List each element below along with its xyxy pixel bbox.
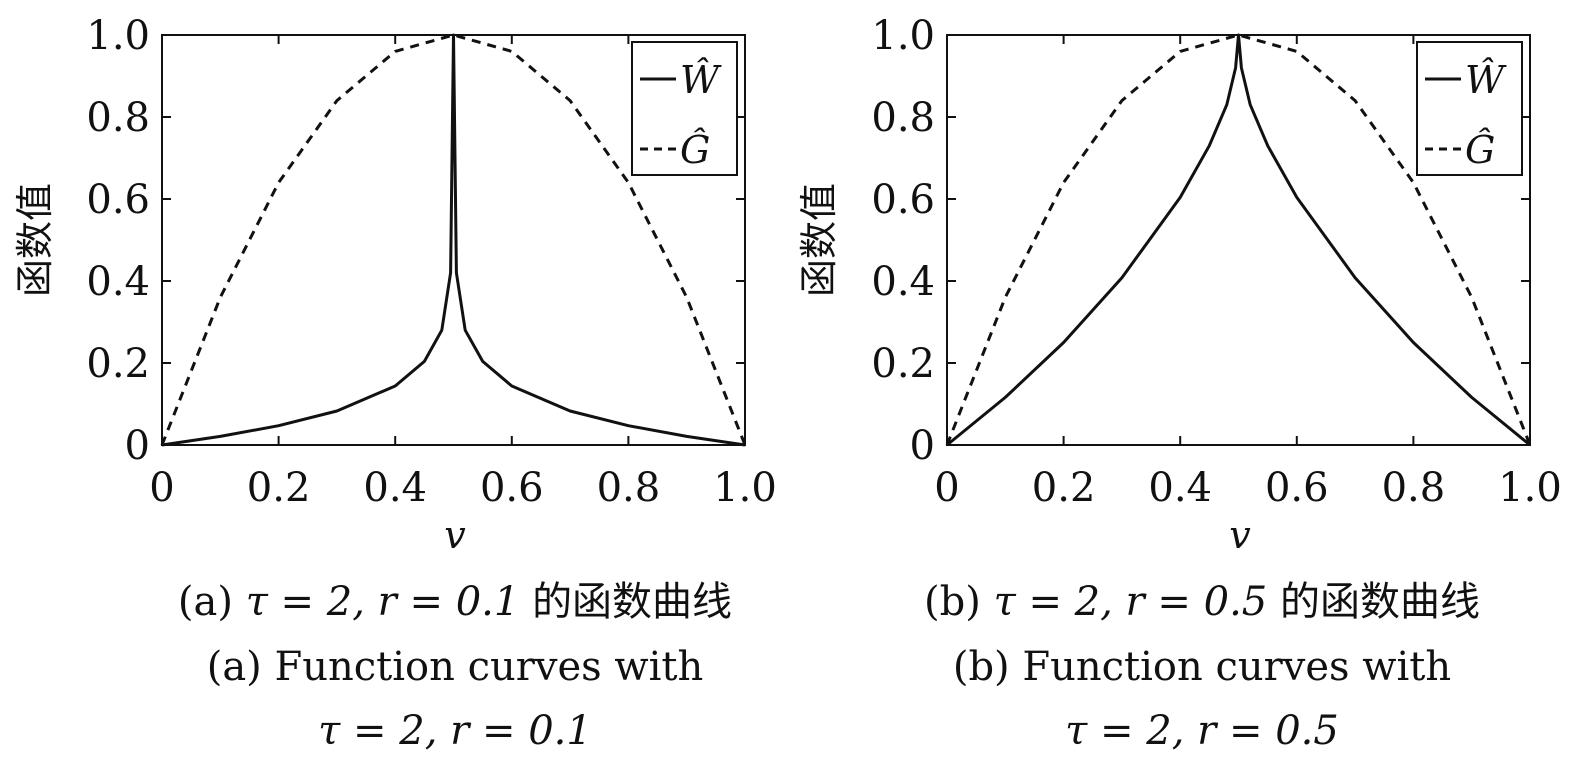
ytick-label-b-1: 0.2 xyxy=(871,341,935,387)
ytick-label-a-0: 0 xyxy=(125,423,150,469)
caption-cn-a: (a) τ = 2, r = 0.1 的函数曲线 xyxy=(178,579,732,625)
legend-box-a xyxy=(631,41,738,176)
xtick-label-b-2: 0.4 xyxy=(1148,465,1212,511)
xtick-label-b-3: 0.6 xyxy=(1265,465,1329,511)
xtick-label-b-0: 0 xyxy=(934,465,959,511)
caption-cn-a-math: τ = 2, r = 0.1 xyxy=(246,579,520,625)
caption-en-b-line2: τ = 2, r = 0.5 xyxy=(1065,708,1339,754)
caption-en-b-line1: (b) Function curves with xyxy=(953,644,1451,690)
caption-cn-b-math: τ = 2, r = 0.5 xyxy=(994,579,1268,625)
series-line-b-g-hat xyxy=(945,33,1532,446)
xtick-label-a-3: 0.6 xyxy=(480,465,544,511)
xlabel-a: v xyxy=(444,513,466,557)
xtick-label-b-5: 1.0 xyxy=(1498,465,1562,511)
xtick-label-a-1: 0.2 xyxy=(247,465,311,511)
xticks-a: 0 0.2 0.4 0.6 0.8 1.0 xyxy=(149,35,777,511)
xticks-b: 0 0.2 0.4 0.6 0.8 1.0 xyxy=(934,35,1562,511)
xtick-label-b-1: 0.2 xyxy=(1032,465,1096,511)
series-line-a-w-hat xyxy=(161,33,746,447)
xlabel-b: v xyxy=(1229,513,1251,557)
ytick-label-b-2: 0.4 xyxy=(871,259,935,305)
ylabel-a: 函数值 xyxy=(13,183,57,297)
legend-label-g-b: Ĝ xyxy=(1465,128,1495,172)
xtick-label-b-4: 0.8 xyxy=(1382,465,1446,511)
ytick-label-a-1: 0.2 xyxy=(86,341,150,387)
yticks-b: 0 0.2 0.4 0.6 0.8 1.0 xyxy=(871,13,1530,469)
series-a xyxy=(160,33,747,447)
series-line-b-w-hat xyxy=(946,33,1531,447)
xtick-label-a-2: 0.4 xyxy=(363,465,427,511)
ytick-label-b-5: 1.0 xyxy=(871,13,935,59)
caption-cn-a-prefix: (a) xyxy=(178,579,233,625)
ytick-label-b-3: 0.6 xyxy=(871,177,935,223)
ytick-label-b-0: 0 xyxy=(910,423,935,469)
xtick-label-a-0: 0 xyxy=(149,465,174,511)
xtick-label-a-4: 0.8 xyxy=(597,465,661,511)
legend-label-g-a: Ĝ xyxy=(680,128,710,172)
series-b xyxy=(945,33,1532,447)
legend-label-w-b: Ŵ xyxy=(1465,58,1507,102)
panel-b: 00.20.40.60.81.0 0 0.2 0.4 0.6 0.8 1.0 函数值 v … xyxy=(797,13,1562,754)
series-line-a-g-hat xyxy=(160,33,747,446)
ytick-label-b-4: 0.8 xyxy=(871,95,935,141)
yticks-a: 0 0.2 0.4 0.6 0.8 1.0 xyxy=(86,13,745,469)
ylabel-b: 函数值 xyxy=(797,183,841,297)
caption-cn-a-suffix: 的函数曲线 xyxy=(532,579,732,625)
ytick-label-a-3: 0.6 xyxy=(86,177,150,223)
caption-cn-b-suffix: 的函数曲线 xyxy=(1280,579,1480,625)
caption-cn-b: (b) τ = 2, r = 0.5 的函数曲线 xyxy=(924,579,1480,625)
legend-a: Ŵ Ĝ xyxy=(631,41,738,176)
caption-en-a-line2: τ = 2, r = 0.1 xyxy=(318,708,592,754)
panel-a: 00.20.40.60.81.0 0 0.2 0.4 0.6 0.8 1.0 函数值 v … xyxy=(13,13,777,754)
xtick-label-a-5: 1.0 xyxy=(713,465,777,511)
legend-label-w-a: Ŵ xyxy=(680,58,722,102)
ytick-label-a-4: 0.8 xyxy=(86,95,150,141)
caption-en-a-line1: (a) Function curves with xyxy=(207,644,704,690)
ytick-label-a-2: 0.4 xyxy=(86,259,150,305)
legend-box-b xyxy=(1416,41,1523,176)
ytick-label-a-5: 1.0 xyxy=(86,13,150,59)
caption-cn-b-prefix: (b) xyxy=(924,579,981,625)
legend-b: Ŵ Ĝ xyxy=(1416,41,1523,176)
